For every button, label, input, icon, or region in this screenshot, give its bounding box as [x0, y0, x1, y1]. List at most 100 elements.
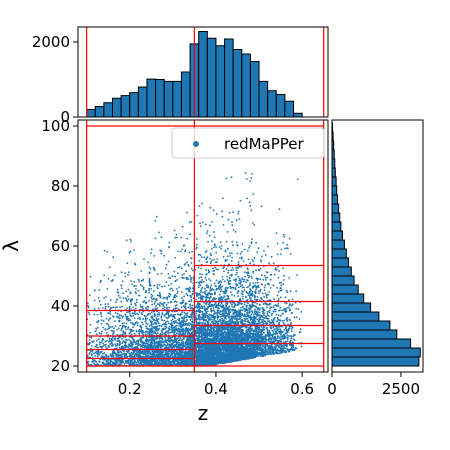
scatter-point [178, 266, 181, 268]
scatter-point [269, 278, 272, 281]
scatter-point [215, 213, 218, 216]
scatter-point [241, 286, 244, 289]
scatter-point [111, 325, 114, 328]
scatter-point [181, 311, 183, 314]
scatter-point [229, 311, 232, 313]
scatter-point [150, 288, 153, 290]
scatter-point [250, 313, 253, 316]
scatter-point [280, 335, 282, 338]
scatter-point [207, 271, 210, 274]
scatter-point [214, 285, 217, 287]
scatter-point [196, 214, 199, 217]
scatter-point [216, 258, 219, 260]
scatter-point [282, 333, 285, 336]
scatter-point [241, 284, 244, 286]
scatter-point [266, 312, 269, 314]
scatter-point [105, 317, 108, 320]
scatter-point [189, 306, 192, 308]
scatter-point [245, 306, 248, 309]
scatter-point [277, 298, 280, 300]
scatter-point [112, 279, 114, 281]
scatter-point [211, 221, 214, 223]
scatter-point [233, 294, 236, 297]
scatter-point [199, 254, 202, 257]
scatter-point [257, 269, 260, 271]
scatter-point [148, 291, 151, 294]
scatter-point [127, 326, 130, 329]
scatter-point [154, 301, 157, 303]
top-histogram-bar [155, 79, 165, 118]
scatter-point [175, 295, 178, 298]
scatter-point [180, 250, 182, 253]
scatter-point [241, 306, 244, 308]
scatter-point [142, 288, 145, 291]
scatter-point [182, 305, 185, 307]
scatter-point [253, 310, 256, 313]
scatter-point [137, 347, 139, 349]
scatter-point [180, 236, 183, 239]
scatter-point [256, 302, 258, 305]
scatter-point [133, 312, 136, 314]
scatter-point [240, 306, 242, 309]
scatter-point [252, 193, 255, 196]
top-histogram-bar [103, 102, 113, 118]
scatter-point [253, 223, 256, 226]
scatter-point [242, 297, 244, 300]
scatter-point [283, 301, 286, 304]
scatter-point [300, 345, 303, 348]
scatter-point [271, 329, 274, 332]
scatter-point [135, 298, 138, 301]
scatter-point [259, 268, 262, 270]
scatter-point [199, 222, 201, 225]
scatter-point [263, 326, 265, 329]
scatter-point [275, 345, 278, 348]
scatter-point [212, 309, 215, 312]
scatter-point [286, 334, 288, 336]
scatter-point [93, 289, 96, 292]
scatter-point [127, 328, 129, 330]
scatter-point [237, 263, 240, 265]
scatter-point [163, 306, 166, 309]
scatter-point [299, 331, 302, 334]
scatter-point [96, 321, 98, 324]
scatter-point [198, 284, 200, 286]
scatter-point [209, 335, 212, 338]
scatter-point [288, 343, 291, 346]
scatter-point [249, 180, 252, 183]
scatter-point [261, 316, 264, 318]
scatter-point [176, 292, 179, 294]
scatter-point [238, 282, 241, 285]
scatter-point [147, 333, 149, 335]
scatter-point [256, 296, 259, 298]
scatter-point [212, 319, 215, 321]
scatter-point [290, 337, 293, 339]
scatter-point [98, 360, 101, 363]
top-histogram-bar [293, 112, 303, 118]
scatter-point [176, 328, 179, 330]
scatter-point [208, 234, 211, 237]
scatter-point [107, 323, 110, 326]
scatter-point [230, 260, 233, 262]
scatter-point [284, 347, 287, 350]
scatter-point [281, 309, 283, 312]
scatter-point [295, 307, 298, 310]
scatter-point [150, 293, 153, 296]
scatter-point [180, 346, 183, 348]
scatter-point [181, 329, 183, 331]
scatter-point [211, 259, 213, 262]
scatter-point [230, 269, 233, 272]
scatter-point [276, 287, 278, 289]
scatter-point [191, 318, 194, 320]
scatter-point [134, 307, 137, 310]
scatter-point [214, 292, 217, 295]
scatter-point [103, 249, 106, 252]
scatter-point [205, 257, 208, 260]
scatter-point [111, 339, 114, 342]
scatter-point [282, 233, 285, 236]
top-histogram-bar [241, 53, 251, 118]
top-histogram-bar [146, 78, 157, 118]
scatter-point [213, 231, 215, 233]
scatter-point [209, 224, 211, 227]
scatter-point [177, 272, 179, 275]
